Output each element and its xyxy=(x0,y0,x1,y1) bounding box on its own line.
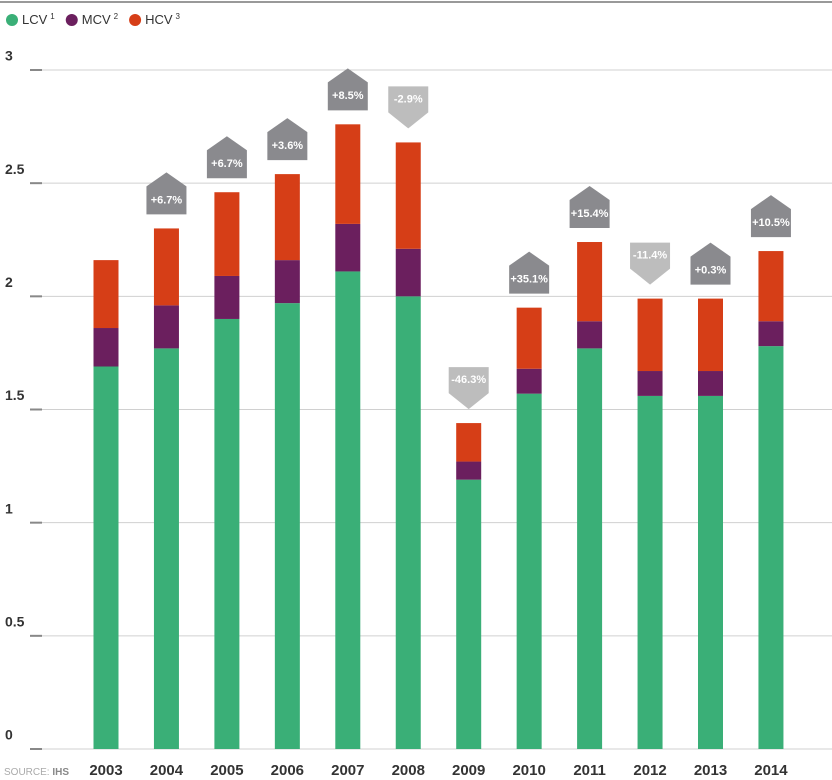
source: SOURCE: IHS xyxy=(4,767,69,778)
change-badge xyxy=(146,172,187,215)
legend-swatch xyxy=(129,14,142,26)
change-label: -2.9% xyxy=(394,93,423,105)
legend-swatch xyxy=(6,14,18,26)
bar-segment xyxy=(335,223,361,272)
bar-segment xyxy=(214,318,240,749)
bar-segment xyxy=(395,248,421,297)
change-badge xyxy=(690,242,731,285)
x-tick-label: 2009 xyxy=(452,762,485,779)
bar-segment xyxy=(758,251,784,322)
bar-segment xyxy=(274,174,300,261)
bar-segment xyxy=(456,461,482,480)
bar-segment xyxy=(637,371,663,396)
x-tick-label: 2004 xyxy=(150,762,184,779)
bar-segment xyxy=(516,307,542,369)
bar-segment xyxy=(395,142,421,249)
bar-segment xyxy=(698,395,723,749)
bar-segment xyxy=(93,328,119,367)
change-badge xyxy=(448,367,489,410)
bar-segment xyxy=(456,423,482,462)
change-badge xyxy=(750,195,791,238)
change-label: -11.4% xyxy=(633,250,667,262)
bar-segment xyxy=(516,368,542,394)
bar-segment xyxy=(758,346,784,749)
source-label: SOURCE: xyxy=(4,767,50,778)
bar-segment xyxy=(153,348,179,749)
change-badge xyxy=(267,118,308,161)
bar-segment xyxy=(214,192,240,276)
legend-label: LCV 1 xyxy=(22,12,55,27)
y-tick-label: 3 xyxy=(5,48,13,64)
y-tick-label: 2.5 xyxy=(5,161,25,177)
x-tick-label: 2003 xyxy=(89,762,122,779)
legend-name: HCV xyxy=(145,12,173,27)
change-badge xyxy=(388,86,429,129)
y-tick-label: 1 xyxy=(5,500,13,516)
bar-segment xyxy=(637,395,663,749)
change-label: +35.1% xyxy=(510,274,548,286)
change-label: +3.6% xyxy=(272,140,304,152)
x-tick-label: 2007 xyxy=(331,762,364,779)
change-badge xyxy=(509,251,550,294)
bar-segment xyxy=(274,260,300,304)
x-tick-label: 2012 xyxy=(633,762,666,779)
bar-segment xyxy=(274,303,300,749)
legend-name: MCV xyxy=(82,12,111,27)
change-badge xyxy=(327,68,368,111)
bar-segment xyxy=(577,321,603,349)
bar-segment xyxy=(153,228,179,306)
bar-segment xyxy=(214,275,240,319)
change-label: +15.4% xyxy=(571,208,609,220)
change-label: +6.7% xyxy=(151,194,183,206)
bar-segment xyxy=(93,260,119,329)
legend-note: 1 xyxy=(50,12,55,21)
y-tick-label: 1.5 xyxy=(5,387,25,403)
x-tick-label: 2006 xyxy=(271,762,304,779)
bar-segment xyxy=(395,296,421,749)
bar-segment xyxy=(698,371,723,396)
legend-note: 2 xyxy=(114,12,119,21)
y-tick-label: 0 xyxy=(5,727,13,743)
bar-segment xyxy=(153,305,179,349)
bar-segment xyxy=(516,393,542,749)
x-tick-label: 2013 xyxy=(694,762,727,779)
legend-label: MCV 2 xyxy=(82,12,119,27)
change-badge xyxy=(630,242,671,285)
legend-name: LCV xyxy=(22,12,48,27)
change-badge xyxy=(569,186,610,229)
bar-segment xyxy=(93,366,119,749)
bar-segment xyxy=(335,271,361,749)
x-tick-label: 2011 xyxy=(573,762,606,779)
bar-segment xyxy=(577,242,603,322)
change-label: -46.3% xyxy=(451,374,486,386)
source-name: IHS xyxy=(52,767,69,778)
x-tick-label: 2008 xyxy=(392,762,425,779)
y-tick-label: 0.5 xyxy=(5,614,25,630)
x-tick-label: 2005 xyxy=(210,762,243,779)
x-tick-label: 2014 xyxy=(754,762,788,779)
change-label: +6.7% xyxy=(211,158,243,170)
bar-segment xyxy=(698,298,723,372)
bar-segment xyxy=(335,124,361,224)
bar-segment xyxy=(577,348,603,749)
y-tick-label: 2 xyxy=(5,274,13,290)
change-badge xyxy=(206,136,247,179)
change-label: +0.3% xyxy=(695,265,727,277)
change-label: +10.5% xyxy=(752,217,790,229)
change-label: +8.5% xyxy=(332,90,364,102)
x-tick-label: 2010 xyxy=(512,762,545,779)
legend-label: HCV 3 xyxy=(145,12,180,27)
bar-segment xyxy=(456,479,482,749)
bar-segment xyxy=(758,321,784,347)
legend-swatch xyxy=(65,14,78,26)
legend-note: 3 xyxy=(176,12,181,21)
bar-segment xyxy=(637,298,663,372)
